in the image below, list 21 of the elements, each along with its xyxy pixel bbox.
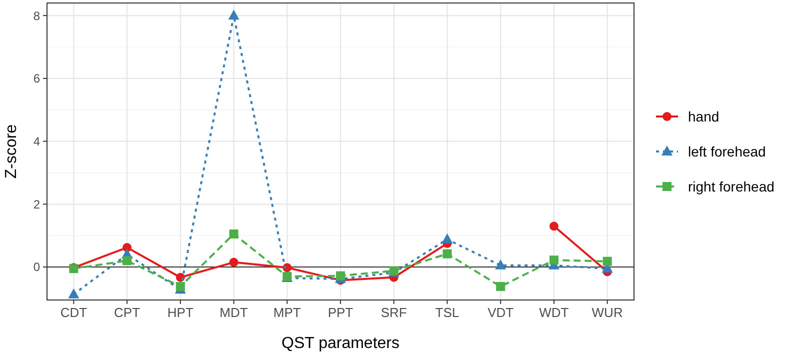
legend-label: right forehead (688, 178, 774, 194)
x-tick-label: PPT (328, 305, 354, 320)
y-tick-label: 0 (33, 260, 40, 274)
x-tick-label: MPT (273, 305, 301, 320)
x-tick-label: CPT (114, 305, 140, 320)
x-tick-label: WDT (539, 305, 569, 320)
x-tick-label: VDT (488, 305, 514, 320)
x-tick-label: MDT (220, 305, 248, 320)
y-tick-label: 8 (33, 8, 40, 23)
y-tick-label: 4 (33, 134, 40, 148)
x-tick-label: TSL (435, 305, 460, 320)
x-tick-label: SRF (380, 305, 407, 320)
legend-label: left forehead (688, 143, 766, 160)
y-tick-label: 6 (33, 72, 40, 86)
y-axis-title: Z-score (3, 124, 20, 179)
legend-label: hand (688, 108, 720, 124)
x-tick-label: CDT (60, 305, 88, 320)
y-tick-label: 2 (33, 197, 40, 212)
x-tick-label: WUR (592, 305, 623, 320)
x-tick-label: HPT (167, 305, 194, 320)
x-axis-title: QST parameters (282, 335, 400, 352)
